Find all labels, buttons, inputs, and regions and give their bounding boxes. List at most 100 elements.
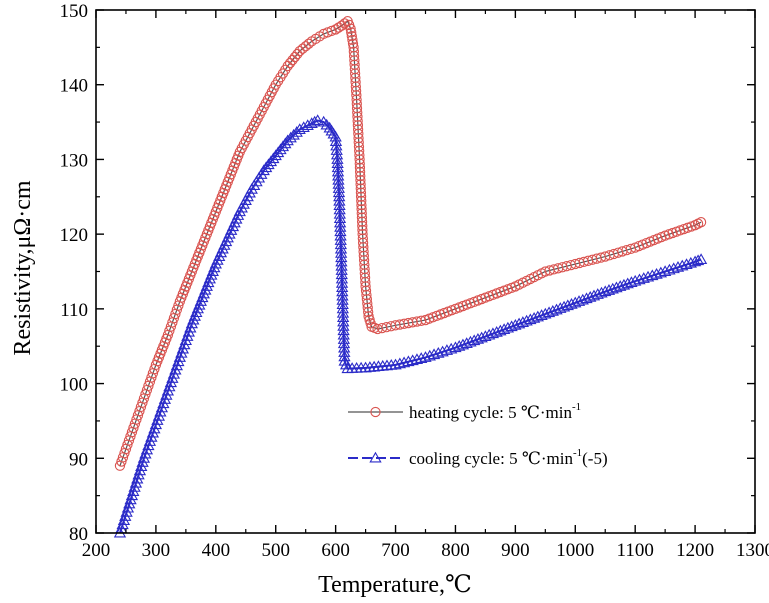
y-tick-label: 140 <box>60 76 89 97</box>
data-point-marker <box>625 276 638 287</box>
data-point-marker <box>351 98 362 110</box>
data-point-marker <box>191 302 204 314</box>
data-point-marker <box>524 313 537 325</box>
data-point-marker <box>483 328 496 340</box>
data-point-marker <box>406 354 419 366</box>
data-point-marker <box>287 128 300 140</box>
data-point-marker <box>267 152 280 164</box>
data-point-marker <box>190 306 203 318</box>
y-tick-label: 100 <box>60 375 89 396</box>
data-point-marker <box>475 331 488 343</box>
data-point-marker <box>356 199 367 211</box>
data-point-marker <box>691 254 705 266</box>
x-tick-label: 1100 <box>617 540 654 561</box>
data-point-marker <box>572 295 586 306</box>
data-point-marker <box>402 355 415 367</box>
data-point-marker <box>351 103 363 114</box>
data-point-marker <box>185 317 199 329</box>
data-point-marker <box>353 141 365 152</box>
data-point-marker <box>339 18 350 29</box>
data-point-marker <box>269 149 282 161</box>
data-point-marker <box>557 300 571 312</box>
data-point-marker <box>535 309 548 320</box>
legend-label: heating cycle: 5 ℃·min-1 <box>409 401 581 422</box>
data-point-marker <box>494 324 507 336</box>
series-cooling <box>113 114 708 538</box>
data-point-marker <box>497 323 511 334</box>
data-point-marker <box>347 34 358 46</box>
legend-label: cooling cycle: 5 ℃·min-1(-5) <box>409 447 608 468</box>
data-point-marker <box>676 259 689 271</box>
data-point-marker <box>501 321 515 333</box>
y-tick-label: 80 <box>69 524 88 545</box>
data-point-marker <box>355 191 367 202</box>
data-point-marker <box>362 298 373 309</box>
y-tick-label: 110 <box>60 300 88 321</box>
data-point-marker <box>520 314 533 326</box>
data-point-marker <box>460 337 473 348</box>
data-point-marker <box>654 266 668 278</box>
data-point-marker <box>354 150 365 161</box>
data-point-marker <box>456 338 470 350</box>
data-point-marker <box>188 310 201 321</box>
data-point-marker <box>356 216 368 227</box>
data-point-marker <box>354 154 365 165</box>
data-point-marker <box>550 303 563 315</box>
data-point-marker <box>360 281 371 292</box>
y-tick-label: 120 <box>60 225 89 246</box>
data-point-marker <box>351 90 362 101</box>
data-point-marker <box>356 204 367 215</box>
x-tick-label: 700 <box>381 540 410 561</box>
data-point-marker <box>694 253 708 264</box>
data-point-marker <box>357 224 368 236</box>
y-axis-title: Resistivity,μΩ·cm <box>10 180 36 355</box>
data-point-marker <box>330 139 343 151</box>
data-point-marker <box>479 330 492 341</box>
x-tick-label: 1300 <box>736 540 769 561</box>
data-point-marker <box>353 128 364 139</box>
data-point-marker <box>355 170 366 182</box>
data-point-marker <box>354 145 365 157</box>
y-tick-label: 150 <box>60 1 89 22</box>
data-point-marker <box>419 351 432 362</box>
data-point-marker <box>200 280 213 291</box>
legend: heating cycle: 5 ℃·min-1 cooling cycle: 5… <box>348 401 608 468</box>
data-point-marker <box>354 166 366 178</box>
data-point-marker <box>264 155 278 167</box>
data-point-marker <box>423 349 436 361</box>
data-point-marker <box>584 290 597 302</box>
data-point-marker <box>629 274 642 286</box>
data-point-marker <box>641 270 655 282</box>
y-tick-label: 90 <box>69 449 88 470</box>
data-point-marker <box>202 276 215 288</box>
data-point-marker <box>205 268 218 280</box>
data-point-marker <box>595 286 608 298</box>
data-point-marker <box>352 120 364 131</box>
x-tick-label: 1200 <box>676 540 714 561</box>
x-tick-label: 400 <box>202 540 231 561</box>
data-point-marker <box>311 114 324 126</box>
data-point-marker <box>695 217 707 228</box>
data-point-marker <box>490 325 503 337</box>
data-point-marker <box>284 131 297 143</box>
data-point-marker <box>194 295 207 306</box>
data-point-marker <box>196 291 209 303</box>
legend-marker <box>370 406 381 418</box>
data-point-marker <box>305 117 318 129</box>
data-point-marker <box>614 280 627 291</box>
x-tick-label: 300 <box>142 540 171 561</box>
data-point-marker <box>599 285 612 297</box>
data-point-marker <box>621 277 634 289</box>
data-point-marker <box>355 187 367 198</box>
data-point-marker <box>360 285 372 296</box>
data-point-marker <box>637 272 650 283</box>
data-point-marker <box>187 313 200 325</box>
data-point-marker <box>308 115 321 127</box>
data-point-marker <box>658 265 672 276</box>
x-tick-label: 1000 <box>556 540 594 561</box>
data-point-marker <box>354 162 366 173</box>
data-point-marker <box>650 267 663 279</box>
data-point-marker <box>539 307 552 319</box>
